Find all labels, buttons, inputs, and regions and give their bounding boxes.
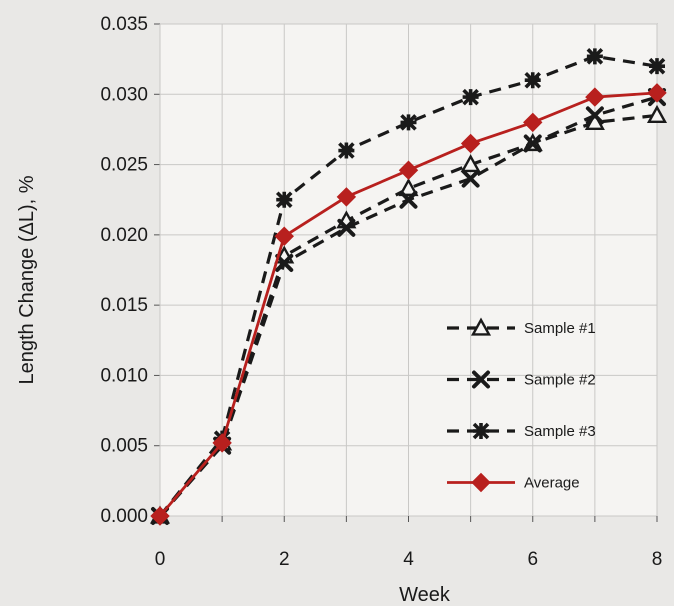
legend-marker xyxy=(470,317,492,336)
y-tick-label: 0.005 xyxy=(100,436,148,457)
series-average xyxy=(150,83,667,526)
data-point xyxy=(212,433,232,453)
y-tick-label: 0.010 xyxy=(100,365,148,386)
data-point xyxy=(461,169,480,188)
legend-label: Sample #3 xyxy=(524,423,596,440)
data-point xyxy=(647,83,667,103)
legend-label: Average xyxy=(524,475,580,492)
data-point xyxy=(275,253,294,272)
legend-item: Sample #3 xyxy=(447,422,596,440)
data-point xyxy=(460,133,481,154)
legend-marker xyxy=(472,422,490,440)
y-tick-label: 0.035 xyxy=(100,14,148,35)
y-axis-title: Length Change (ΔL), % xyxy=(16,175,38,384)
data-point xyxy=(585,106,604,125)
data-point xyxy=(523,134,542,153)
legend-item: Sample #1 xyxy=(447,317,596,337)
legend-label: Sample #2 xyxy=(524,372,596,389)
data-point xyxy=(336,187,357,207)
data-point xyxy=(338,142,355,159)
data-point xyxy=(150,506,170,526)
data-point xyxy=(586,48,604,65)
x-tick-label: 6 xyxy=(527,549,538,570)
data-point xyxy=(398,177,419,197)
legend-item: Average xyxy=(447,472,580,493)
data-point xyxy=(337,218,356,237)
series-line xyxy=(158,54,658,518)
data-point xyxy=(462,88,479,106)
x-tick-label: 4 xyxy=(403,549,414,570)
tick-labels: 0.000 0.005 0.010 0.015 0.020 0.025 0.030 0.035… xyxy=(100,14,662,570)
series-layer xyxy=(149,48,668,526)
data-point xyxy=(585,87,605,107)
data-point xyxy=(275,191,293,208)
x-tick-label: 8 xyxy=(652,549,663,570)
data-point xyxy=(460,154,481,173)
data-point xyxy=(524,71,542,89)
data-point xyxy=(523,112,543,133)
legend: Sample #1 Sample #2 Sample #3 Average xyxy=(447,317,596,493)
legend-marker xyxy=(471,472,491,493)
x-tick-label: 2 xyxy=(279,549,290,570)
x-axis-title: Week xyxy=(399,584,451,606)
legend-item: Sample #2 xyxy=(447,370,596,389)
x-tick-label: 0 xyxy=(155,549,166,570)
data-point xyxy=(399,190,418,209)
y-tick-label: 0.015 xyxy=(100,295,148,316)
data-point xyxy=(648,57,666,75)
data-point xyxy=(398,160,419,180)
grid-lines xyxy=(154,23,658,522)
y-tick-label: 0.025 xyxy=(100,155,148,176)
y-tick-label: 0.030 xyxy=(100,84,148,105)
y-tick-label: 0.020 xyxy=(100,225,148,246)
data-point xyxy=(646,104,668,123)
data-point xyxy=(274,226,294,246)
legend-marker xyxy=(472,370,490,389)
legend-label: Sample #1 xyxy=(524,320,596,337)
data-point xyxy=(400,114,417,131)
y-tick-label: 0.000 xyxy=(100,506,148,527)
